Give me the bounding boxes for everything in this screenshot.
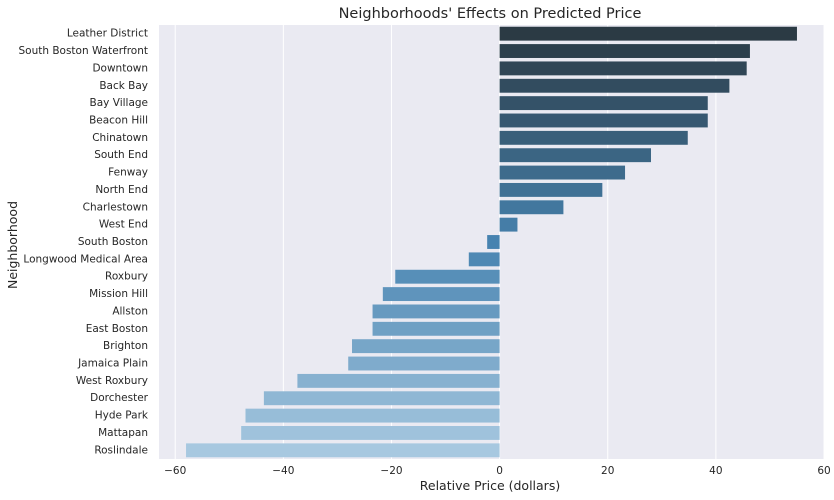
bar — [186, 443, 500, 458]
y-tick-label: West End — [99, 219, 148, 231]
bar — [245, 408, 500, 423]
y-tick-label: Roslindale — [94, 444, 148, 456]
y-tick-label: Mattapan — [98, 427, 148, 439]
y-tick-label: Roxbury — [105, 271, 148, 283]
bar — [499, 113, 708, 128]
x-tick-label: −20 — [380, 465, 402, 477]
x-tick-label: 60 — [817, 465, 830, 477]
bar — [382, 287, 500, 302]
bar — [499, 200, 564, 215]
y-tick-label: North End — [95, 184, 148, 196]
bars — [186, 26, 797, 458]
y-tick-labels: Leather District South Boston Waterfront D… — [18, 28, 148, 457]
y-tick-label: Jamaica Plain — [77, 358, 148, 370]
bar — [499, 165, 626, 180]
y-tick-label: South Boston — [78, 236, 148, 248]
bar — [263, 391, 500, 406]
y-tick-label: Mission Hill — [89, 288, 148, 300]
bar — [241, 426, 500, 440]
y-tick-label: South Boston Waterfront — [18, 45, 148, 57]
y-tick-label: Downtown — [92, 62, 148, 74]
bar — [499, 217, 518, 232]
bar — [499, 96, 708, 111]
y-tick-label: Longwood Medical Area — [23, 253, 148, 265]
bar — [499, 78, 730, 93]
bar — [352, 339, 500, 354]
y-tick-label: Beacon Hill — [89, 114, 148, 126]
y-tick-label: Fenway — [108, 167, 148, 179]
y-tick-label: Dorchester — [90, 392, 149, 404]
bar — [297, 373, 500, 388]
bar — [468, 252, 500, 267]
y-tick-label: Hyde Park — [95, 410, 149, 422]
bar — [499, 182, 603, 197]
y-tick-label: Chinatown — [92, 132, 148, 144]
x-tick-label: −60 — [164, 465, 186, 477]
y-tick-label: East Boston — [86, 323, 148, 335]
bar — [372, 321, 500, 336]
x-tick-label: 0 — [496, 465, 503, 477]
bar — [499, 61, 747, 76]
y-tick-label: Allston — [112, 305, 148, 317]
bar — [499, 148, 651, 163]
x-axis-title: Relative Price (dollars) — [420, 478, 560, 493]
y-tick-label: Back Bay — [99, 80, 148, 92]
y-tick-label: West Roxbury — [76, 375, 148, 387]
x-tick-label: 40 — [709, 465, 722, 477]
chart-title: Neighborhoods' Effects on Predicted Pric… — [339, 6, 642, 22]
x-tick-label: −40 — [272, 465, 294, 477]
bar — [348, 356, 500, 371]
bar — [499, 26, 797, 41]
bar — [499, 44, 750, 58]
bar — [395, 269, 500, 284]
y-tick-label: South End — [94, 149, 148, 161]
y-axis-title: Neighborhood — [5, 201, 20, 289]
x-tick-labels: −60 −40 −20 0 20 40 60 — [164, 465, 831, 477]
x-tick-label: 20 — [601, 465, 614, 477]
bar — [372, 304, 500, 319]
y-tick-label: Brighton — [103, 340, 148, 352]
bar — [499, 130, 688, 145]
y-tick-label: Leather District — [67, 28, 148, 40]
y-tick-label: Charlestown — [83, 201, 148, 213]
y-tick-label: Bay Village — [90, 97, 148, 109]
bar — [487, 235, 500, 249]
